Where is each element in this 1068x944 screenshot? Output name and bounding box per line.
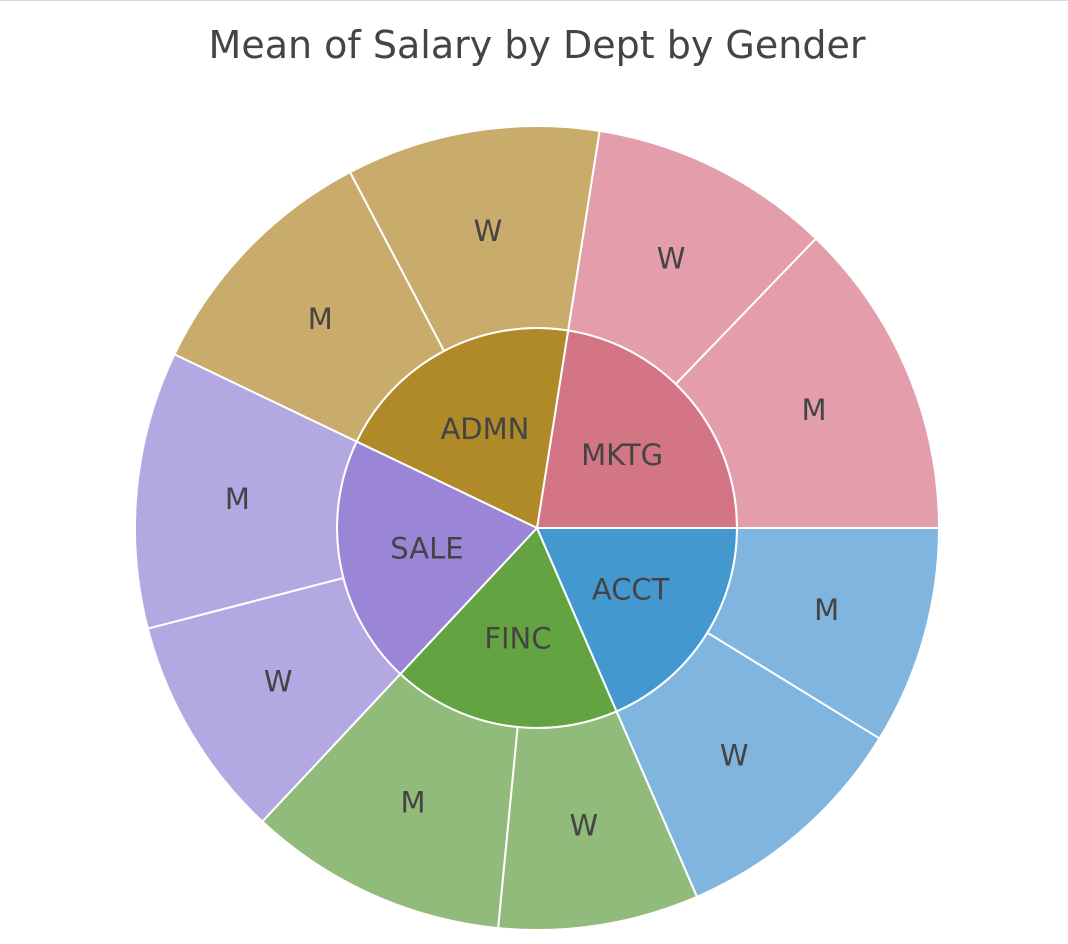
dept-label-mktg: MKTG xyxy=(581,438,663,472)
gender-slice-sale-m[interactable] xyxy=(134,353,358,630)
gender-label-mktg-w: W xyxy=(657,241,686,275)
dept-label-finc: FINC xyxy=(484,621,551,655)
gender-slice-admn-w[interactable] xyxy=(348,125,601,353)
gender-label-sale-w: W xyxy=(264,665,293,699)
gender-label-sale-m: M xyxy=(225,482,250,516)
dept-label-admn: ADMN xyxy=(440,412,529,446)
gender-label-finc-m: M xyxy=(401,785,426,819)
gender-label-mktg-m: M xyxy=(801,393,826,427)
gender-label-admn-w: W xyxy=(474,214,503,248)
gender-label-acct-m: M xyxy=(814,593,839,627)
dept-label-sale: SALE xyxy=(390,532,463,566)
gender-label-acct-w: W xyxy=(720,738,749,772)
chart-title: Mean of Salary by Dept by Gender xyxy=(208,23,866,67)
gender-label-finc-w: W xyxy=(570,808,599,842)
dept-label-acct: ACCT xyxy=(592,572,670,606)
gender-slice-mktg-m[interactable] xyxy=(674,237,941,529)
gender-slice-admn-m[interactable] xyxy=(173,170,446,443)
gender-label-admn-m: M xyxy=(308,302,333,336)
gender-slice-acct-m[interactable] xyxy=(706,527,941,740)
